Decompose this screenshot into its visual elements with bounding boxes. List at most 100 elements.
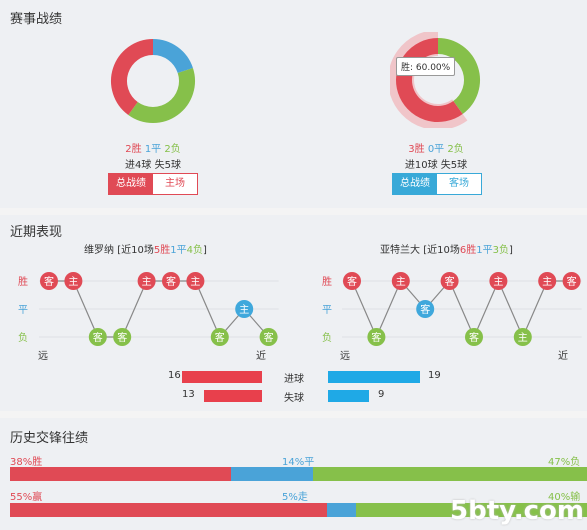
history-loss-label: 47%负 <box>548 457 581 468</box>
form-point-badge: 客 <box>166 275 176 288</box>
form-point-badge: 客 <box>93 331 103 344</box>
away-record-line: 3胜 0平 2负 <box>408 144 464 155</box>
home-goals-against-bar <box>203 390 262 402</box>
away-goals-line: 进10球 失5球 <box>404 160 468 171</box>
form-point-badge: 客 <box>215 331 225 344</box>
watermark: 5bty.com <box>450 496 584 526</box>
form-point[interactable] <box>343 272 361 290</box>
form-point[interactable] <box>538 272 557 290</box>
home-goals-against: 13 <box>182 389 195 400</box>
form-point[interactable] <box>210 328 229 346</box>
tab-away-away[interactable]: 客场 <box>437 174 481 194</box>
tab-home-overall[interactable]: 总战绩 <box>109 174 153 194</box>
home-recent-summary: 维罗纳 [近10场5胜1平4负] <box>84 245 207 256</box>
donut-segment-loss[interactable] <box>437 38 480 114</box>
form-point-badge: 客 <box>371 331 381 344</box>
axis-label-draw: 平 <box>18 305 28 316</box>
form-point-badge: 客 <box>117 331 127 344</box>
form-point[interactable] <box>440 272 459 290</box>
away-goals-against: 9 <box>378 389 385 400</box>
form-point-badge: 主 <box>142 276 152 288</box>
away-form-chart: 胜平负客客主客客客主主主 客远近 <box>322 272 582 362</box>
away-goals-for: 19 <box>428 370 441 381</box>
axis-label-loss: 负 <box>322 331 332 344</box>
recent-panel: 近期表现 维罗纳 [近10场5胜1平4负] 亚特兰大 [近10场6胜1平3负] … <box>0 215 587 411</box>
form-point-badge: 主 <box>68 276 78 288</box>
form-point-badge: 客 <box>469 331 479 344</box>
form-point-badge: 客 <box>44 275 54 288</box>
form-line <box>49 280 270 339</box>
form-point[interactable] <box>235 300 254 318</box>
form-point[interactable] <box>88 328 107 346</box>
form-point[interactable] <box>162 272 180 290</box>
form-point[interactable] <box>40 272 58 290</box>
form-point-badge: 客 <box>420 303 430 316</box>
recent-title: 近期表现 <box>10 225 63 240</box>
history-draw-bar <box>231 467 314 481</box>
axis-label-win: 胜 <box>18 276 28 288</box>
record-title: 赛事战绩 <box>10 12 63 27</box>
home-goals-line: 进4球 失5球 <box>125 160 181 171</box>
home-form-chart: 胜平负客 主客 客主客主客主客远近 <box>18 272 279 362</box>
form-point[interactable] <box>465 328 483 346</box>
history-loss-bar <box>313 467 587 481</box>
form-line <box>351 279 572 339</box>
form-point-badge: 主 <box>493 276 503 288</box>
axis-far-label: 远 <box>340 350 350 362</box>
axis-far-label: 远 <box>38 350 48 362</box>
form-point-badge: 客 <box>445 275 455 288</box>
win-tooltip: 胜: 60.00% <box>396 57 456 76</box>
history-win-bar <box>10 467 232 481</box>
form-point[interactable] <box>113 328 132 346</box>
history-win-label: 38%胜 <box>10 457 43 468</box>
form-point[interactable] <box>367 328 386 346</box>
home-goals-for-bar <box>182 371 262 383</box>
tab-home-home[interactable]: 主场 <box>153 174 197 194</box>
form-point-badge: 主 <box>518 332 528 344</box>
form-point[interactable] <box>416 300 435 318</box>
away-goals-against-bar <box>328 390 369 402</box>
form-point-badge: 客 <box>264 331 274 344</box>
axis-label-draw: 平 <box>322 305 332 316</box>
form-point-badge: 主 <box>239 304 249 316</box>
tab-away-overall[interactable]: 总战绩 <box>393 174 437 194</box>
form-point-badge: 主 <box>396 276 406 288</box>
axis-label-win: 胜 <box>322 276 332 288</box>
away-tabs: 总战绩 客场 <box>392 173 482 195</box>
form-point-badge: 客 <box>567 275 577 288</box>
handicap-push-bar <box>327 503 357 517</box>
donut-segment-draw[interactable] <box>152 39 193 74</box>
donut-segment-loss[interactable] <box>128 68 195 123</box>
home-tabs: 总战绩 主场 <box>108 173 198 195</box>
handicap-loss-label: 40%输 <box>548 492 581 503</box>
form-point-badge: 主 <box>190 276 200 288</box>
handicap-win-bar <box>10 503 328 517</box>
away-donut-chart[interactable] <box>390 32 486 128</box>
form-point[interactable] <box>137 272 156 290</box>
form-point[interactable] <box>562 272 581 290</box>
history-title: 历史交锋往绩 <box>10 431 89 446</box>
form-point[interactable] <box>489 272 508 290</box>
handicap-push-label: 5%走 <box>282 492 308 503</box>
home-record-line: 2胜 1平 2负 <box>125 144 181 155</box>
record-panel: 赛事战绩 胜: 60.00% 2胜 1平 2负 进4球 失5球 总战绩 主场 3… <box>0 0 587 208</box>
form-point[interactable] <box>391 272 410 290</box>
form-point[interactable] <box>259 328 278 346</box>
handicap-win-label: 55%赢 <box>10 492 43 503</box>
form-point-badge: 主 <box>542 276 552 288</box>
goals-against-label: 失球 <box>284 393 304 404</box>
history-panel: 历史交锋往绩 38%胜 14%平 47%负 55%赢 5%走 40%输 5bty… <box>0 418 587 530</box>
form-point[interactable] <box>64 272 83 290</box>
home-goals-for: 16 <box>168 370 181 381</box>
away-recent-summary: 亚特兰大 [近10场6胜1平3负] <box>380 245 513 256</box>
form-point[interactable] <box>513 328 532 346</box>
axis-label-loss: 负 <box>18 331 28 344</box>
donut-segment-win[interactable] <box>111 39 154 115</box>
donut-segment-win[interactable] <box>396 38 463 122</box>
form-point-badge: 客 <box>347 275 357 288</box>
goals-for-label: 进球 <box>284 374 304 385</box>
axis-near-label: 近 <box>256 349 266 362</box>
form-point[interactable] <box>186 272 205 290</box>
handicap-loss-bar <box>356 503 587 517</box>
home-donut-chart[interactable] <box>108 36 198 126</box>
